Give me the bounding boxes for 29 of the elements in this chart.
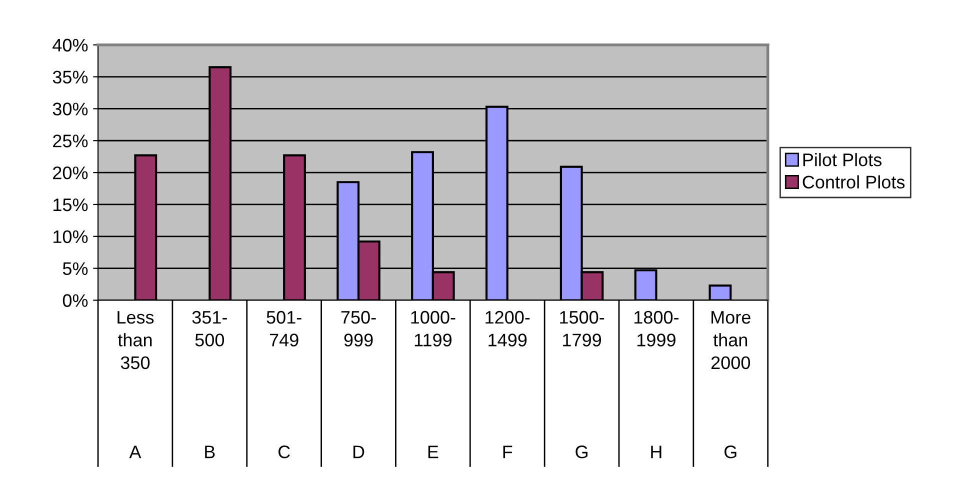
x-tick-label: 750-999: [341, 310, 376, 346]
y-tick-label: 35%: [52, 70, 88, 84]
y-tick-label: 30%: [52, 102, 88, 116]
text: C: [278, 446, 290, 458]
y-tick-label: 0%: [62, 294, 88, 307]
x-tick-label: 1500-1799: [560, 310, 604, 346]
text: A: [129, 446, 142, 458]
x-tick-label: More than 2000: [711, 311, 750, 370]
y-tick-label: 10%: [54, 230, 88, 244]
text: G: [576, 446, 588, 458]
x-tick-label: 501-749: [266, 310, 302, 346]
text: D: [353, 446, 364, 458]
y-tick-label: 15%: [54, 198, 88, 212]
text: B: [205, 446, 215, 458]
x-tick-label: Less than 350: [118, 311, 154, 370]
y-tick-label: 25%: [53, 134, 88, 148]
y-tick-label: 40%: [52, 38, 88, 52]
x-tick-label: 351-500: [192, 310, 227, 346]
x-tick-label: 1200-1499: [486, 310, 530, 346]
legend-label: Pilot Plots: [803, 153, 882, 166]
text: E: [428, 446, 438, 458]
x-tick-label: 1800-1999: [634, 310, 678, 346]
y-tick-label: 5%: [62, 262, 88, 276]
text: F: [503, 446, 512, 458]
text: G: [724, 446, 736, 458]
x-tick-label: 1000-1199: [411, 310, 456, 346]
legend-label: Control Plots: [802, 175, 905, 189]
text: H: [651, 446, 662, 458]
y-tick-label: 20%: [53, 166, 88, 180]
